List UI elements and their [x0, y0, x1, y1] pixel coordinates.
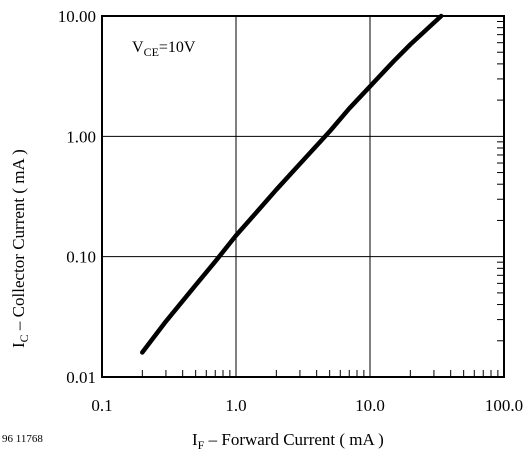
- x-tick-label: 1.0: [225, 396, 246, 415]
- y-axis-title-sub: C: [17, 334, 31, 342]
- minor-ticks: [141, 21, 504, 377]
- y-axis-title-main: I: [9, 342, 28, 348]
- x-axis-title-main: I: [192, 430, 198, 449]
- figure-code: 96 11768: [2, 433, 43, 445]
- annotation-vce-main: V: [132, 39, 144, 56]
- tick-labels: 0.1 1.0 10.0 100.0 0.01 0.10 1.00 10.00: [58, 7, 523, 415]
- y-tick-label: 10.00: [58, 7, 96, 26]
- x-tick-label: 0.1: [91, 396, 112, 415]
- y-axis-title-rest: – Collector Current ( mA ): [9, 149, 28, 334]
- x-tick-label: 10.0: [355, 396, 385, 415]
- y-axis-title: IC – Collector Current ( mA ): [9, 149, 31, 348]
- x-axis-title: IF – Forward Current ( mA ): [192, 430, 384, 452]
- series-group: [140, 13, 444, 355]
- series-line: [140, 13, 444, 355]
- x-axis-title-sub: F: [198, 438, 205, 452]
- y-tick-label: 1.00: [66, 127, 96, 146]
- y-tick-label: 0.10: [66, 248, 96, 267]
- x-tick-label: 100.0: [485, 396, 523, 415]
- x-axis-title-rest: – Forward Current ( mA ): [204, 430, 383, 449]
- plot-frame: [101, 15, 505, 378]
- annotation-vce-rest: =10V: [159, 39, 196, 56]
- y-tick-label: 0.01: [66, 368, 96, 387]
- annotation-vce-sub: CE: [144, 45, 159, 59]
- grid: [102, 16, 504, 377]
- annotation-vce: VCE=10V: [132, 39, 196, 59]
